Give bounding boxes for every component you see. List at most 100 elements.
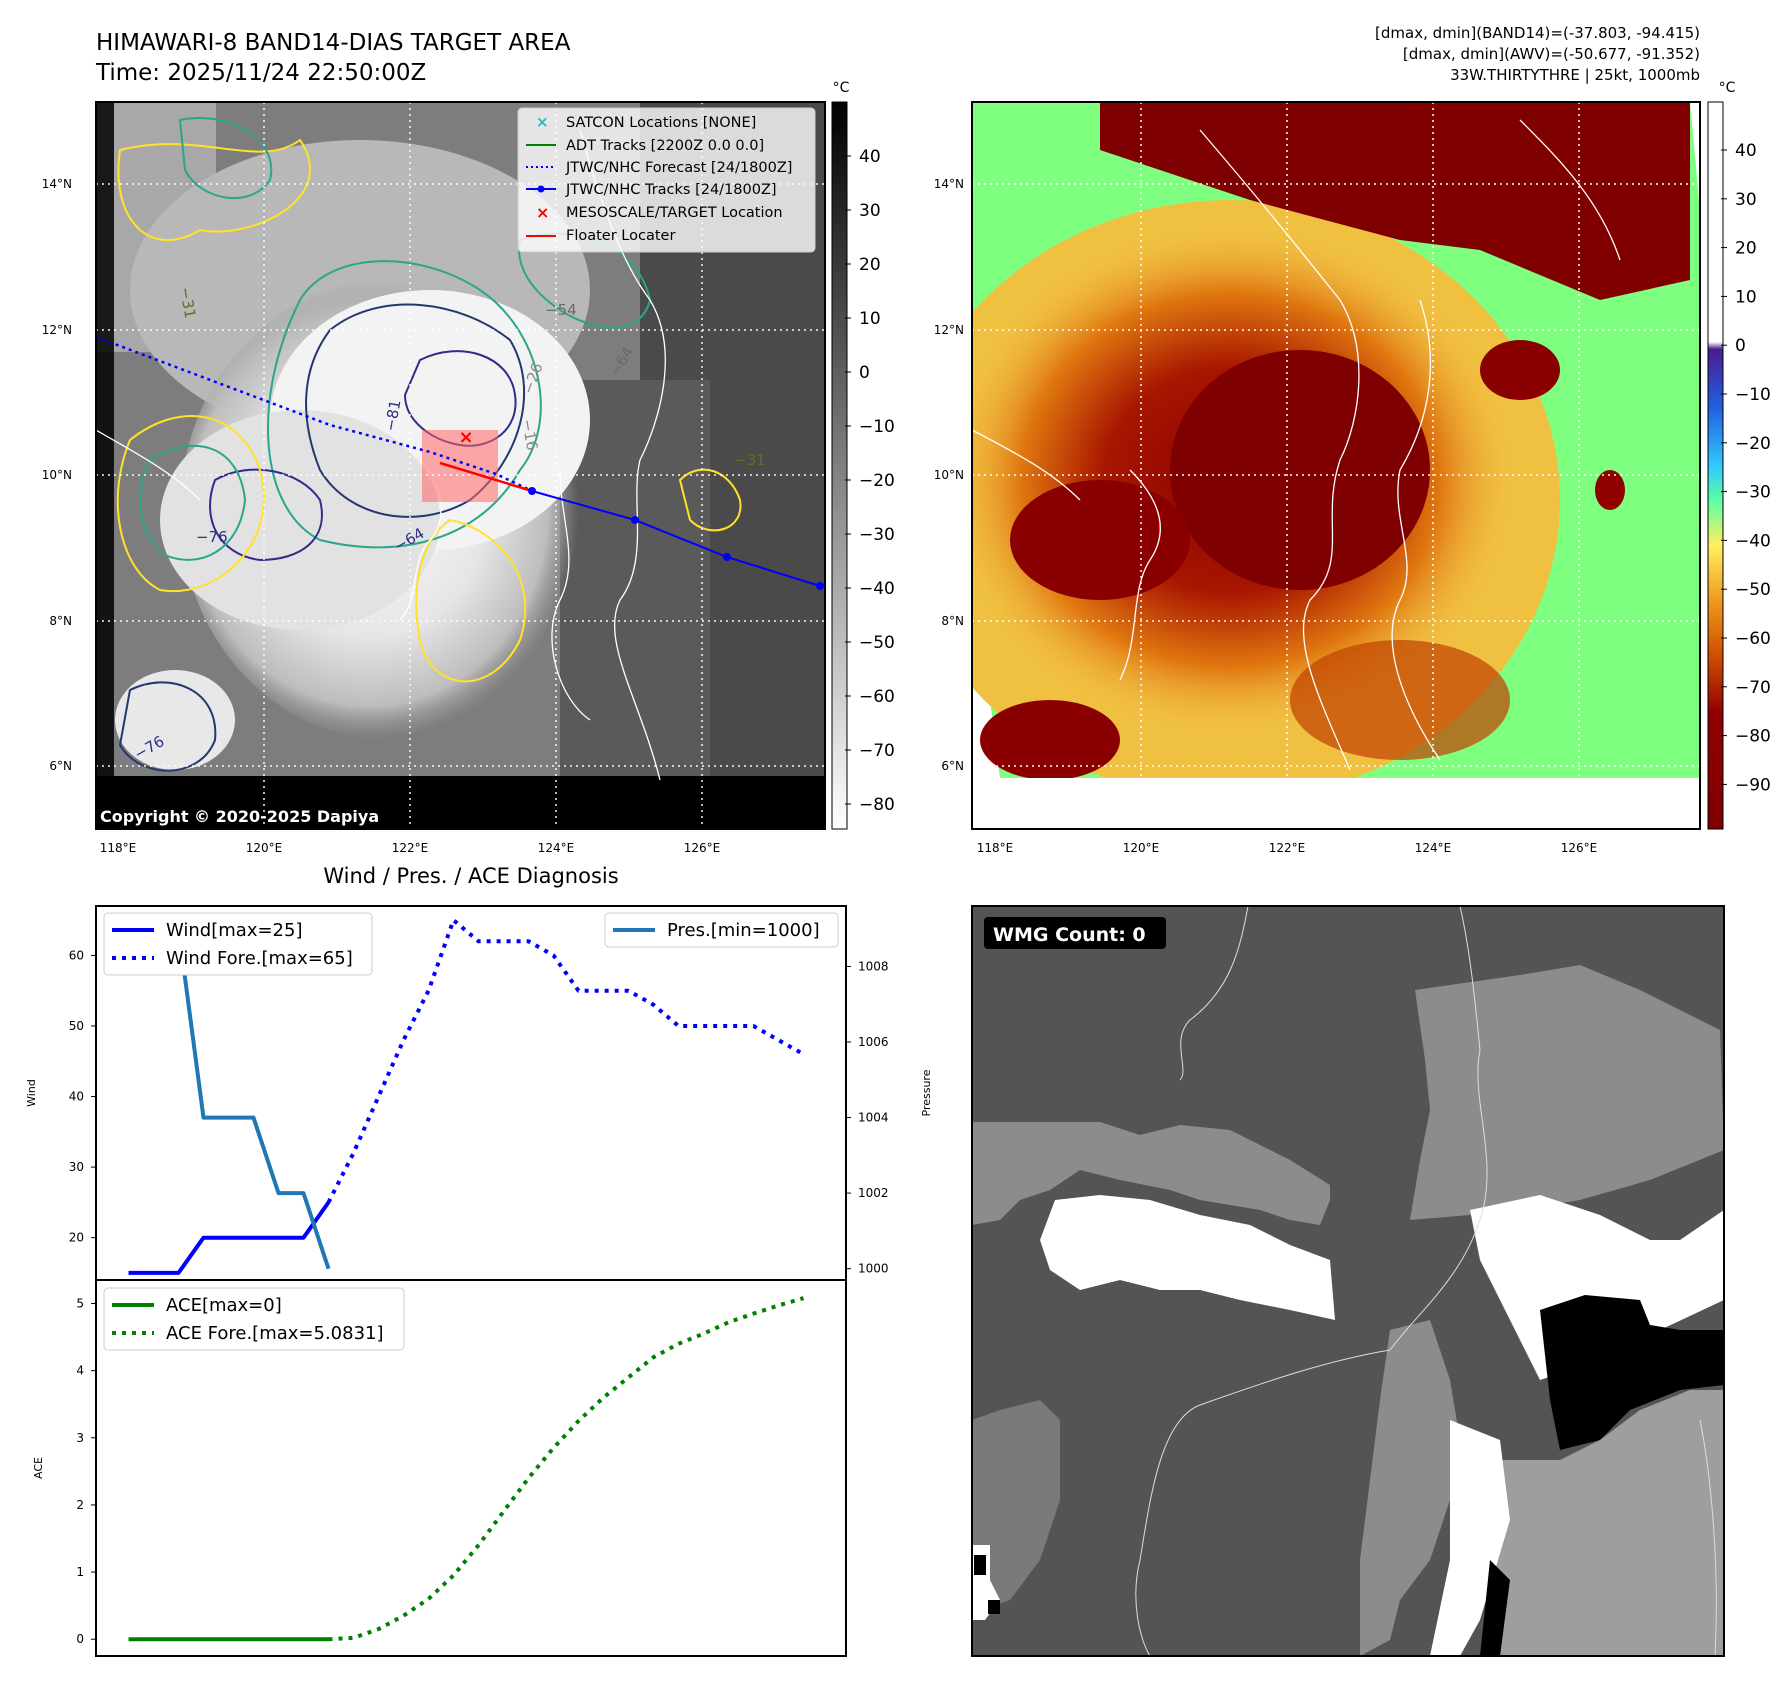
legend-item: MESOSCALE/TARGET Location bbox=[566, 205, 783, 221]
legend-item: SATCON Locations [NONE] bbox=[566, 115, 756, 131]
lat-tick: 10°N bbox=[42, 468, 72, 482]
colorbar-tick-label: 30 bbox=[1735, 190, 1757, 210]
wind-axis-label: Wind bbox=[25, 1079, 38, 1107]
jtwc-track-points bbox=[528, 487, 824, 590]
colorbar-tick-label: 30 bbox=[859, 201, 881, 221]
mesoscale-box bbox=[422, 430, 498, 502]
awv-map bbox=[972, 102, 1700, 829]
pressure-tick-label: 1002 bbox=[858, 1186, 889, 1200]
colorbar-tick-label: 10 bbox=[859, 309, 881, 329]
awv-lat-ticks: 14°N 12°N 10°N 8°N 6°N bbox=[934, 177, 964, 773]
wind-tick-label: 50 bbox=[69, 1019, 84, 1033]
colorbar-tick-label: −30 bbox=[1735, 483, 1771, 503]
legend-item: ACE Fore.[max=5.0831] bbox=[166, 1323, 384, 1344]
lat-tick: 12°N bbox=[934, 323, 964, 337]
contour-label: −76 bbox=[196, 528, 228, 546]
colorbar-tick-label: −20 bbox=[859, 471, 895, 491]
legend-item: JTWC/NHC Tracks [24/1800Z] bbox=[565, 182, 777, 198]
figure-time: Time: 2025/11/24 22:50:00Z bbox=[95, 60, 426, 86]
colorbar-unit: °C bbox=[833, 80, 850, 96]
lon-tick: 124°E bbox=[538, 841, 575, 855]
lon-tick: 126°E bbox=[684, 841, 721, 855]
ace-tick-label: 3 bbox=[76, 1431, 84, 1445]
colorbar-tick-label: 40 bbox=[1735, 141, 1757, 161]
wind-series-line bbox=[128, 1201, 331, 1275]
lat-tick: 12°N bbox=[42, 323, 72, 337]
colorbar-tick-label: 20 bbox=[1735, 239, 1757, 259]
target-location-marker: × bbox=[458, 427, 473, 448]
lon-tick: 120°E bbox=[1123, 841, 1160, 855]
colorbar-tick-label: −40 bbox=[859, 579, 895, 599]
band14-lon-ticks: 118°E 120°E 122°E 124°E 126°E bbox=[100, 841, 721, 855]
legend-item: ADT Tracks [2200Z 0.0 0.0] bbox=[566, 138, 764, 154]
lon-tick: 126°E bbox=[1561, 841, 1598, 855]
contour-label: −31 bbox=[734, 451, 766, 469]
target-marker-icon: × bbox=[536, 203, 549, 222]
map-legend: × × SATCON Locations [NONE] ADT Tracks [… bbox=[517, 107, 816, 253]
wmg-count-badge: WMG Count: 0 bbox=[984, 917, 1166, 949]
wind-legend: Wind[max=25] Wind Fore.[max=65] bbox=[103, 912, 373, 976]
colorbar-tick-label: 40 bbox=[859, 147, 881, 167]
lat-tick: 8°N bbox=[941, 614, 964, 628]
band14-lat-ticks: 14°N 12°N 10°N 8°N 6°N bbox=[42, 177, 72, 773]
contour-label: −31 bbox=[176, 286, 199, 320]
pressure-tick-label: 1004 bbox=[858, 1111, 889, 1125]
ace-chart: 0 1 2 3 4 5 ACE ACE[max=0] ACE Fore.[max=5.08… bbox=[32, 1279, 847, 1657]
ace-tick-label: 4 bbox=[76, 1364, 84, 1378]
contour-label: −81 bbox=[381, 398, 404, 432]
legend-item: Pres.[min=1000] bbox=[667, 920, 820, 941]
lon-tick: 122°E bbox=[392, 841, 429, 855]
awv-colorbar: °C 40 30 20 10 0 −10 −20 −30 −40 −50 −60 −70 −80 −90 bbox=[1707, 80, 1771, 830]
ace-tick-label: 2 bbox=[76, 1498, 84, 1512]
colorbar-tick-label: −60 bbox=[859, 687, 895, 707]
colorbar-tick-label: −90 bbox=[1735, 775, 1771, 795]
wmg-panel-frame bbox=[971, 905, 1725, 1657]
lon-tick: 124°E bbox=[1415, 841, 1452, 855]
copyright: Copyright © 2020-2025 Dapiya bbox=[100, 807, 379, 826]
diagnosis-title: Wind / Pres. / ACE Diagnosis bbox=[323, 864, 618, 888]
wind-tick-label: 60 bbox=[69, 948, 84, 962]
legend-item: JTWC/NHC Forecast [24/1800Z] bbox=[565, 160, 792, 176]
colorbar-tick-label: −30 bbox=[859, 525, 895, 545]
colorbar-tick-label: −70 bbox=[1735, 678, 1771, 698]
jtwc-track bbox=[531, 490, 821, 587]
colorbar-tick-label: 0 bbox=[859, 363, 870, 383]
colorbar-tick-label: −10 bbox=[1735, 385, 1771, 405]
figure-title: HIMAWARI-8 BAND14-DIAS TARGET AREA bbox=[96, 30, 571, 56]
pressure-tick-label: 1006 bbox=[858, 1035, 889, 1049]
wind-pressure-chart: 20 30 40 50 60 1000 1002 1004 1006 1008 Wind Pres… bbox=[25, 905, 933, 1281]
wmg-panel bbox=[972, 906, 1724, 1656]
wind-tick-label: 20 bbox=[69, 1231, 84, 1245]
colorbar-tick-label: −50 bbox=[1735, 580, 1771, 600]
satcon-marker-icon: × bbox=[536, 113, 549, 131]
contour-label: −16 bbox=[518, 418, 541, 452]
lon-tick: 118°E bbox=[977, 841, 1014, 855]
lon-tick: 120°E bbox=[246, 841, 283, 855]
lat-tick: 14°N bbox=[42, 177, 72, 191]
wind-forecast-series-line bbox=[326, 918, 805, 1204]
legend-item: Wind Fore.[max=65] bbox=[166, 948, 353, 969]
ace-axis-label: ACE bbox=[32, 1457, 45, 1479]
awv-map-frame bbox=[971, 101, 1701, 830]
legend-item: Floater Locater bbox=[566, 228, 675, 244]
band14-stats: [dmax, dmin](BAND14)=(-37.803, -94.415) bbox=[1375, 24, 1700, 42]
colorbar-tick-label: −40 bbox=[1735, 531, 1771, 551]
lat-tick: 10°N bbox=[934, 468, 964, 482]
lat-tick: 6°N bbox=[941, 759, 964, 773]
pressure-axis-label: Pressure bbox=[920, 1069, 933, 1116]
wind-tick-label: 40 bbox=[69, 1090, 84, 1104]
ace-legend: ACE[max=0] ACE Fore.[max=5.0831] bbox=[103, 1287, 405, 1351]
band14-map-frame bbox=[95, 101, 826, 830]
floater-locater bbox=[439, 461, 533, 493]
wmg-count: WMG Count: 0 bbox=[993, 924, 1146, 946]
lon-tick: 118°E bbox=[100, 841, 137, 855]
colorbar-tick-label: −10 bbox=[859, 417, 895, 437]
lat-tick: 14°N bbox=[934, 177, 964, 191]
lat-tick: 6°N bbox=[49, 759, 72, 773]
colorbar-tick-label: −60 bbox=[1735, 629, 1771, 649]
pressure-tick-label: 1008 bbox=[858, 959, 889, 973]
awv-lon-ticks: 118°E 120°E 122°E 124°E 126°E bbox=[977, 841, 1598, 855]
colorbar-unit: °C bbox=[1719, 80, 1736, 96]
